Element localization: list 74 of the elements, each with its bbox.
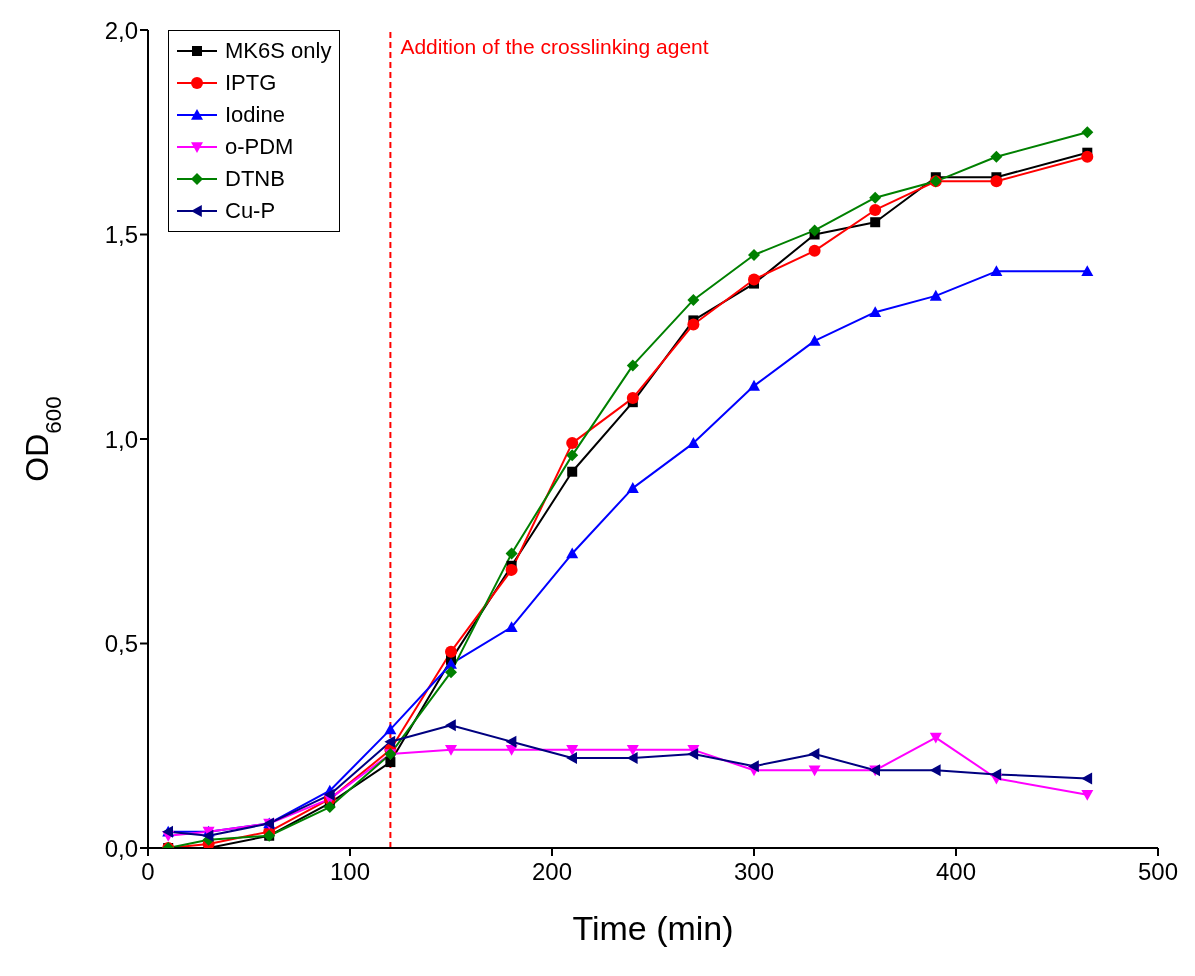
point: [505, 745, 518, 756]
point: [1081, 265, 1094, 277]
point: [626, 745, 639, 756]
point: [687, 437, 700, 448]
legend-label: DTNB: [225, 166, 285, 192]
point: [567, 466, 578, 477]
point: [869, 203, 882, 216]
point: [626, 482, 639, 493]
point: [808, 765, 821, 777]
point: [687, 318, 700, 331]
point: [808, 224, 821, 237]
point: [202, 829, 214, 842]
point: [626, 392, 639, 405]
point: [808, 747, 820, 760]
point: [626, 359, 639, 372]
point: [808, 244, 821, 257]
point: [990, 150, 1003, 163]
y-tick-label: 2,0: [104, 16, 138, 44]
point: [687, 747, 699, 760]
x-tick-label: 0: [141, 858, 155, 885]
point: [687, 293, 700, 306]
x-tick-label: 500: [1137, 858, 1179, 885]
point: [990, 265, 1003, 277]
point: [566, 437, 579, 450]
point: [566, 449, 579, 462]
point: [505, 563, 518, 576]
point: [384, 735, 396, 748]
point: [990, 768, 1002, 781]
legend-label: Iodine: [225, 102, 285, 128]
point: [445, 645, 457, 658]
point: [445, 719, 456, 732]
x-axis-title: Time (min): [572, 909, 734, 947]
point: [869, 191, 882, 204]
point: [323, 801, 336, 814]
x-tick-label: 300: [733, 858, 775, 885]
point: [384, 723, 397, 735]
point: [1081, 126, 1094, 139]
point: [505, 735, 517, 748]
point: [748, 273, 760, 286]
point: [445, 657, 457, 669]
y-tick-label: 0,5: [104, 630, 138, 658]
x-tick-label: 400: [935, 858, 977, 885]
point: [1081, 790, 1094, 801]
x-tick-label: 100: [329, 858, 371, 885]
point: [323, 788, 335, 801]
legend-label: MK6S only: [225, 38, 332, 64]
point: [869, 306, 882, 318]
point: [566, 752, 577, 765]
point: [929, 764, 941, 777]
y-tick-label: 0,0: [104, 834, 138, 862]
y-tick-label: 1,5: [104, 221, 138, 249]
point: [929, 289, 942, 301]
legend-label: o-PDM: [225, 134, 294, 160]
point: [870, 217, 881, 228]
point: [385, 757, 396, 768]
legend-label: IPTG: [225, 70, 277, 96]
point: [748, 379, 760, 391]
point: [808, 334, 821, 346]
point: [445, 745, 457, 756]
point: [929, 732, 942, 744]
legend-label: Cu-P: [225, 198, 276, 224]
y-tick-label: 1,0: [104, 425, 138, 453]
point: [1081, 772, 1093, 785]
point: [505, 621, 518, 632]
point: [748, 760, 759, 773]
point: [566, 745, 579, 756]
ref-line-label: Addition of the crosslinking agent: [400, 35, 709, 58]
point: [505, 547, 518, 560]
point: [990, 175, 1003, 188]
point: [566, 547, 579, 559]
point: [748, 248, 760, 261]
x-tick-label: 200: [531, 858, 573, 885]
point: [445, 666, 457, 679]
point: [1081, 150, 1094, 163]
